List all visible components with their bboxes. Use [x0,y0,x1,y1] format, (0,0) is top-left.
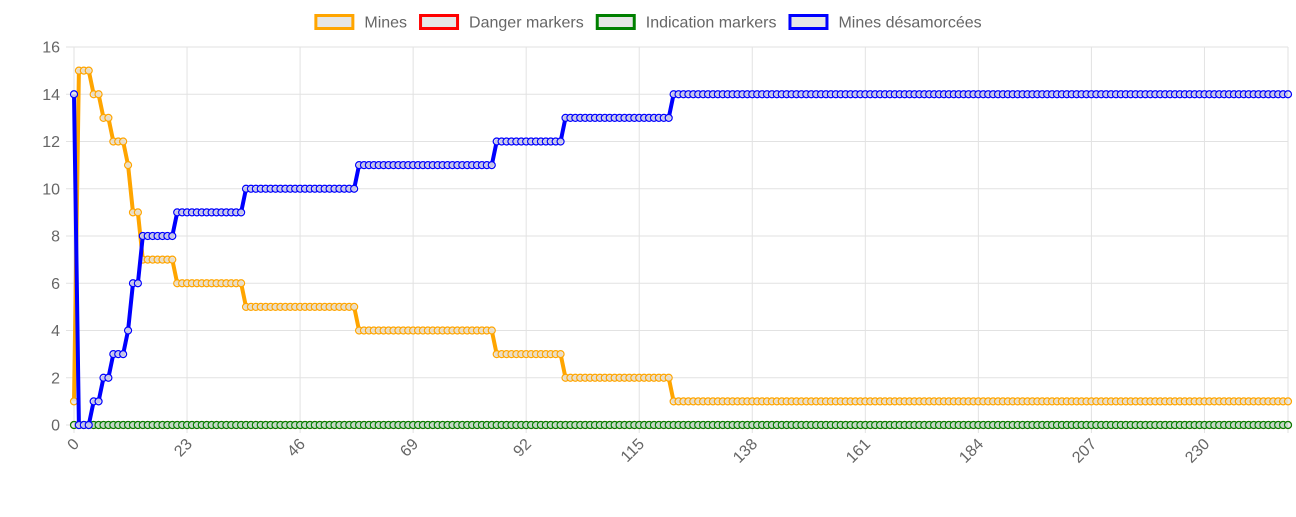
data-point [664,373,673,382]
y-tick-label: 4 [51,323,60,340]
y-tick-label: 12 [42,134,60,151]
data-point [84,420,93,430]
y-tick-label: 8 [51,229,60,246]
data-point [94,397,103,406]
legend-label: Mines [364,15,407,32]
grid [66,46,1289,433]
series-indication-markers [69,420,1293,430]
y-tick-label: 2 [51,370,60,387]
data-point [119,137,128,146]
x-tick-label: 69 [397,436,422,461]
legend-label: Mines désamorcées [838,15,981,32]
y-tick-label: 0 [51,418,60,435]
data-point [168,255,177,264]
series-mines-d-samorc-es [69,90,1293,430]
x-tick-label: 23 [171,436,196,461]
data-point [487,326,496,335]
data-point [350,184,359,193]
data-point [1283,397,1293,406]
data-point [168,231,177,241]
data-point [69,90,79,99]
legend-swatch [419,14,460,30]
x-tick-label: 184 [956,436,987,467]
legend-label: Indication markers [646,15,777,32]
data-point [104,373,113,382]
x-tick-label: 0 [65,436,83,454]
data-point [1283,90,1293,99]
legend[interactable]: Mines Danger markers Indication markers Min… [314,14,982,32]
data-point [350,302,359,311]
legend-item-mines[interactable]: Mines [314,14,407,32]
data-point [133,208,142,217]
x-tick-label: 138 [730,436,761,467]
data-point [104,113,113,122]
data-point [69,397,79,406]
series-layer [69,66,1293,430]
y-tick-label: 6 [51,276,60,293]
data-point [84,66,93,75]
x-tick-label: 161 [843,436,874,467]
legend-label: Danger markers [469,15,584,32]
legend-swatch [595,14,636,30]
data-point [237,279,246,288]
data-point [123,326,133,335]
x-tick-label: 207 [1069,436,1100,467]
data-point [237,208,246,217]
x-tick-label: 92 [510,436,535,461]
x-tick-label: 115 [618,436,648,466]
legend-swatch [314,14,355,30]
x-tick-label: 230 [1182,436,1213,467]
legend-item-danger-markers[interactable]: Danger markers [419,14,584,32]
legend-item-indication-markers[interactable]: Indication markers [595,14,777,32]
y-tick-label: 14 [42,87,60,104]
data-point [487,161,496,170]
y-tick-label: 10 [42,181,60,198]
data-point [94,90,103,99]
legend-swatch [788,14,829,30]
data-point [556,137,565,146]
data-point [123,161,133,170]
legend-item-mines-d-samorc-es[interactable]: Mines désamorcées [788,14,982,32]
data-point [1283,420,1293,430]
y-tick-label: 16 [42,40,60,57]
data-point [556,350,565,359]
series-mines [69,66,1293,406]
x-tick-label: 46 [284,436,309,461]
data-point [133,279,142,288]
data-point [119,350,128,359]
series-line [72,92,1288,427]
data-point [664,113,673,122]
